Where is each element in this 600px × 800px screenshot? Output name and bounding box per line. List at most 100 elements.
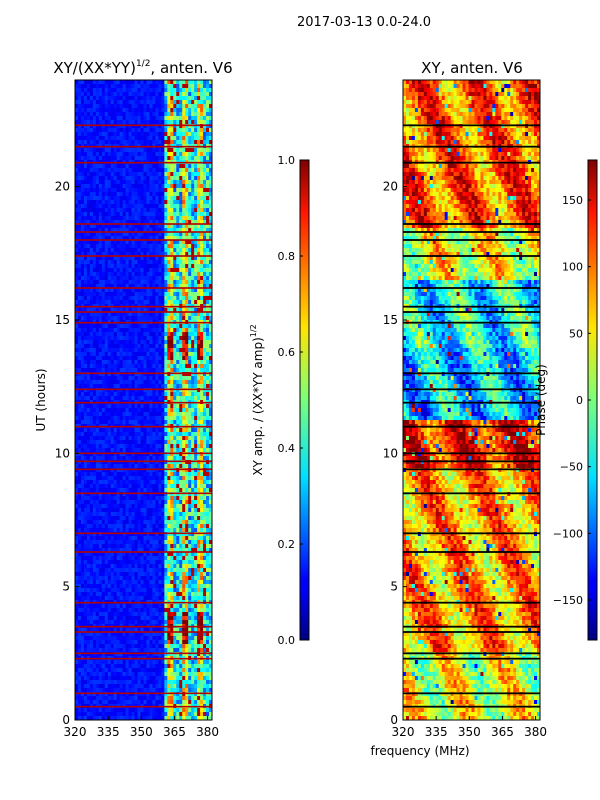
amplitude-cell bbox=[86, 440, 91, 445]
amplitude-cell bbox=[101, 344, 106, 349]
amplitude-cell bbox=[119, 408, 124, 413]
amplitude-cell bbox=[95, 380, 100, 385]
amplitude-cell bbox=[122, 252, 127, 257]
amplitude-cell bbox=[134, 188, 139, 193]
amplitude-cell bbox=[101, 204, 106, 209]
amplitude-cell bbox=[137, 168, 142, 173]
amplitude-cell bbox=[128, 384, 133, 389]
amplitude-cell bbox=[131, 392, 136, 397]
amplitude-cell bbox=[167, 344, 171, 349]
amplitude-cell bbox=[128, 316, 133, 321]
amplitude-cell bbox=[77, 384, 82, 389]
amplitude-cell bbox=[188, 504, 192, 509]
amplitude-cell bbox=[98, 420, 103, 425]
amplitude-cell bbox=[125, 408, 130, 413]
amplitude-cell bbox=[83, 376, 88, 381]
amplitude-cell bbox=[209, 440, 212, 445]
amplitude-cell bbox=[161, 444, 165, 449]
amplitude-cell bbox=[143, 404, 147, 409]
amplitude-cell bbox=[155, 272, 159, 277]
amplitude-cell bbox=[131, 356, 136, 361]
amplitude-cell bbox=[209, 340, 212, 345]
amplitude-cell bbox=[155, 404, 159, 409]
amplitude-cell bbox=[167, 172, 171, 177]
amplitude-cell bbox=[176, 112, 180, 117]
amplitude-cell bbox=[86, 212, 91, 217]
amplitude-cell bbox=[149, 376, 153, 381]
amplitude-cell bbox=[140, 280, 144, 285]
amplitude-cell bbox=[143, 92, 147, 97]
amplitude-cell bbox=[104, 96, 109, 101]
amplitude-cell bbox=[89, 456, 94, 461]
amplitude-cell bbox=[164, 132, 168, 137]
amplitude-cell bbox=[83, 240, 88, 245]
amplitude-cell bbox=[122, 92, 127, 97]
amplitude-cell bbox=[104, 296, 109, 301]
amplitude-cell bbox=[149, 456, 153, 461]
amplitude-cell bbox=[194, 140, 198, 145]
amplitude-cell bbox=[98, 284, 103, 289]
amplitude-cell bbox=[86, 356, 91, 361]
amplitude-cell bbox=[164, 396, 168, 401]
amplitude-cell bbox=[206, 112, 210, 117]
amplitude-cell bbox=[140, 180, 144, 185]
amplitude-cell bbox=[75, 380, 79, 385]
amplitude-cell bbox=[119, 204, 124, 209]
amplitude-cell bbox=[104, 428, 109, 433]
amplitude-cell bbox=[92, 448, 97, 453]
amplitude-cell bbox=[113, 196, 118, 201]
amplitude-cell bbox=[197, 416, 201, 421]
amplitude-cell bbox=[137, 452, 142, 457]
amplitude-cell bbox=[143, 380, 147, 385]
amplitude-cell bbox=[75, 176, 79, 181]
amplitude-cell bbox=[101, 308, 106, 313]
amplitude-cell bbox=[125, 404, 130, 409]
amplitude-cell bbox=[83, 96, 88, 101]
amplitude-cell bbox=[167, 204, 171, 209]
amplitude-cell bbox=[158, 332, 162, 337]
amplitude-cell bbox=[140, 452, 144, 457]
amplitude-cell bbox=[152, 368, 156, 373]
amplitude-cell bbox=[80, 284, 85, 289]
amplitude-cell bbox=[101, 512, 106, 517]
amplitude-cell bbox=[179, 132, 183, 137]
amplitude-cell bbox=[119, 404, 124, 409]
amplitude-cell bbox=[203, 504, 207, 509]
amplitude-cell bbox=[209, 452, 212, 457]
amplitude-cell bbox=[176, 116, 180, 121]
amplitude-cell bbox=[101, 284, 106, 289]
amplitude-cell bbox=[164, 348, 168, 353]
amplitude-cell bbox=[131, 208, 136, 213]
amplitude-cell bbox=[197, 188, 201, 193]
amplitude-cell bbox=[149, 196, 153, 201]
amplitude-cell bbox=[104, 104, 109, 109]
amplitude-cell bbox=[197, 360, 201, 365]
amplitude-cell bbox=[146, 504, 150, 509]
amplitude-cell bbox=[98, 280, 103, 285]
amplitude-cell bbox=[176, 472, 180, 477]
amplitude-cell bbox=[143, 312, 147, 317]
amplitude-cell bbox=[119, 496, 124, 501]
amplitude-cell bbox=[128, 500, 133, 505]
amplitude-cell bbox=[149, 416, 153, 421]
amplitude-cell bbox=[89, 360, 94, 365]
amplitude-cell bbox=[92, 204, 97, 209]
amplitude-cell bbox=[200, 480, 204, 485]
amplitude-cell bbox=[164, 356, 168, 361]
amplitude-cell bbox=[128, 360, 133, 365]
amplitude-cell bbox=[77, 372, 82, 377]
amplitude-cell bbox=[200, 248, 204, 253]
amplitude-cell bbox=[101, 280, 106, 285]
amplitude-cell bbox=[107, 260, 112, 265]
amplitude-cell bbox=[173, 84, 177, 89]
amplitude-cell bbox=[200, 444, 204, 449]
amplitude-cell bbox=[209, 476, 212, 481]
amplitude-cell bbox=[75, 136, 79, 141]
amplitude-cell bbox=[197, 384, 201, 389]
amplitude-cell bbox=[125, 452, 130, 457]
amplitude-cell bbox=[143, 416, 147, 421]
amplitude-cell bbox=[80, 112, 85, 117]
amplitude-cell bbox=[95, 100, 100, 105]
amplitude-cell bbox=[176, 236, 180, 241]
amplitude-cell bbox=[89, 488, 94, 493]
